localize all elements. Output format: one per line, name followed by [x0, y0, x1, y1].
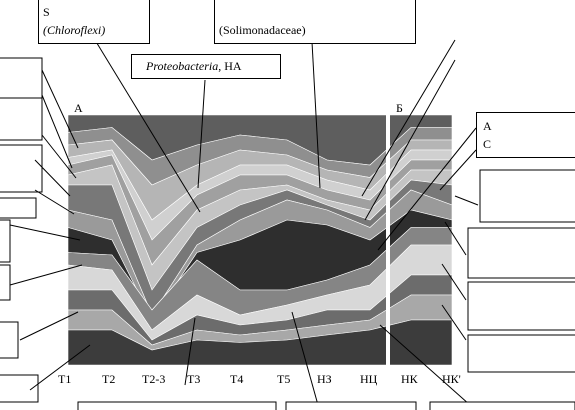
leader-line	[441, 304, 467, 341]
bracket-box	[0, 374, 39, 403]
callout-chloroflexi-title: S	[43, 5, 50, 19]
leader-line	[197, 79, 206, 189]
callout-right-c: C	[483, 137, 492, 151]
callout-chloroflexi: S (Chloroflexi)	[38, 0, 150, 44]
proteobacteria-italic: Proteobacteria	[146, 59, 219, 73]
bracket-box	[467, 334, 575, 373]
panel-label-a: А	[74, 101, 83, 115]
bracket-box	[0, 219, 11, 263]
x-tick-label: НЦ	[360, 372, 378, 386]
callout-proteobacteria: Proteobacteria, НА	[131, 54, 281, 79]
proteobacteria-rest: , НА	[218, 59, 242, 73]
callout-right: A C	[476, 112, 575, 158]
x-tick-label: Т1	[58, 372, 72, 386]
leader-line	[94, 39, 201, 213]
leader-line	[41, 134, 77, 179]
bottom-box	[285, 401, 417, 410]
leader-line	[19, 311, 79, 341]
bracket-box	[467, 227, 575, 279]
leader-line	[34, 159, 71, 197]
x-tick-label: Т5	[277, 372, 291, 386]
leader-line	[41, 69, 79, 149]
leader-line	[364, 59, 456, 221]
leader-line	[361, 39, 456, 197]
bracket-box	[0, 97, 43, 141]
leader-line	[9, 224, 81, 241]
bracket-box	[0, 144, 43, 193]
bracket-box	[479, 169, 575, 223]
leader-line	[291, 311, 319, 406]
bracket-box	[0, 321, 19, 359]
bottom-box	[77, 401, 277, 410]
leader-line	[379, 324, 471, 406]
leader-line	[41, 94, 73, 169]
x-tick-label: Т2	[102, 372, 116, 386]
callout-solimonadaceae-sub: (Solimonadaceae)	[219, 23, 306, 37]
callout-proteobacteria-text: Proteobacteria, НА	[146, 59, 242, 73]
bracket-box	[467, 281, 575, 331]
leader-line	[34, 189, 75, 215]
leader-line	[444, 221, 467, 256]
area-layer-14	[67, 319, 453, 366]
panel-label-b: Б	[396, 101, 403, 115]
left-brackets	[0, 57, 575, 410]
leader-line	[441, 263, 467, 301]
leader-line	[29, 344, 91, 391]
leader-lines	[9, 39, 479, 406]
bracket-box	[0, 57, 43, 99]
callout-solimonadaceae: (Solimonadaceae)	[214, 0, 416, 44]
bottom-box	[429, 401, 575, 410]
x-tick-label: Т3	[187, 372, 201, 386]
leader-line	[311, 41, 321, 189]
x-tick-label: Т4	[230, 372, 244, 386]
panel-separator	[386, 115, 390, 365]
leader-line	[439, 149, 477, 191]
x-tick-label: НК	[401, 372, 418, 386]
x-tick-label: НК'	[442, 372, 461, 386]
leader-line	[184, 317, 196, 386]
callout-chloroflexi-sub: (Chloroflexi)	[43, 23, 106, 37]
bracket-box	[0, 197, 37, 219]
leader-line	[377, 127, 477, 251]
callout-right-a: A	[483, 119, 492, 133]
leader-line	[9, 264, 83, 286]
x-tick-label: НЗ	[317, 372, 332, 386]
leader-line	[454, 195, 479, 206]
bracket-box	[0, 264, 11, 301]
x-tick-label: Т2-3	[142, 372, 166, 386]
area-layers	[67, 114, 453, 366]
